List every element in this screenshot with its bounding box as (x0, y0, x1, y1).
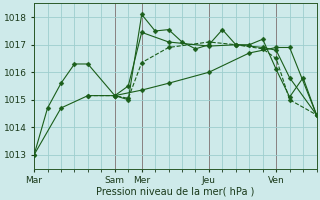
X-axis label: Pression niveau de la mer( hPa ): Pression niveau de la mer( hPa ) (96, 187, 254, 197)
